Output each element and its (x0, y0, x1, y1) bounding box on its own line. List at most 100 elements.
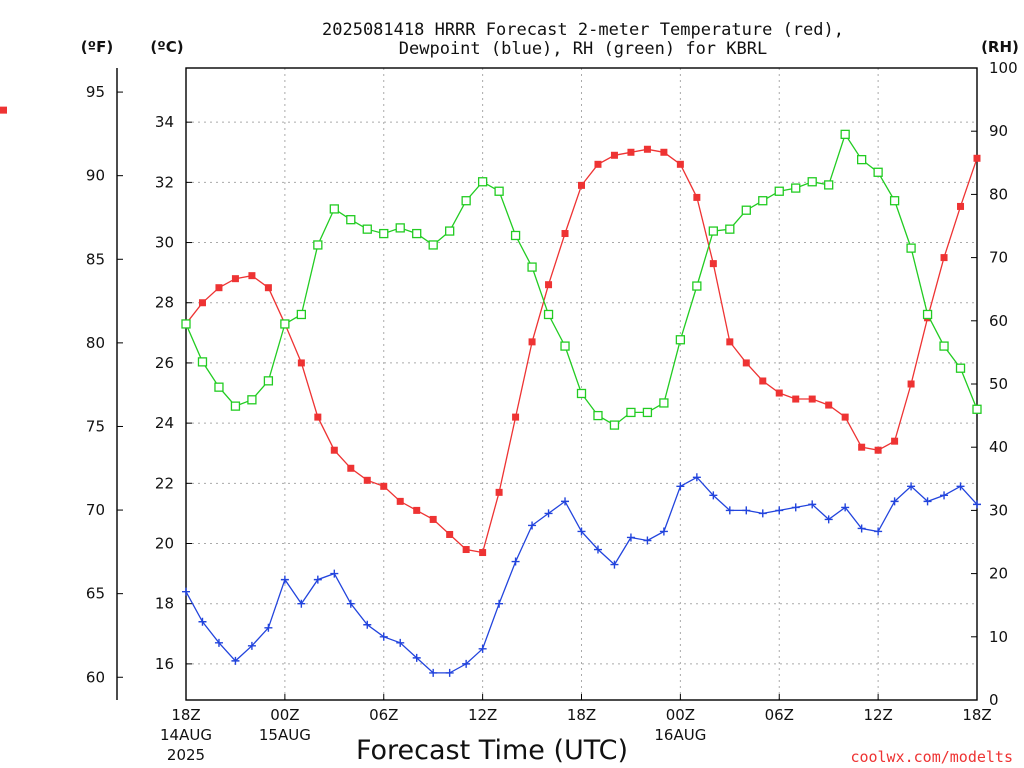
data-point (742, 359, 750, 367)
data-point (891, 437, 899, 445)
data-point (198, 299, 206, 307)
data-point (477, 177, 488, 187)
celsius-tick-label: 28 (155, 294, 174, 312)
data-point (412, 653, 421, 662)
data-point (708, 226, 718, 236)
data-point (857, 524, 866, 533)
fahrenheit-tick-label: 75 (86, 417, 105, 435)
data-point (330, 569, 339, 578)
data-point (659, 398, 669, 408)
data-point (297, 599, 306, 608)
data-point (840, 129, 850, 140)
chart-title-line2: Dewpoint (blue), RH (green) for KBRL (399, 39, 767, 59)
data-point (858, 443, 866, 451)
x-tick-label: 06Z (369, 706, 398, 724)
data-point (939, 341, 949, 351)
data-point (329, 204, 339, 214)
data-point (675, 335, 686, 345)
celsius-tick-label: 34 (155, 113, 174, 131)
rh-tick-label: 20 (989, 565, 1008, 583)
data-point (692, 281, 702, 291)
data-point (428, 240, 438, 250)
fahrenheit-tick-label: 85 (86, 250, 105, 268)
data-point (429, 515, 437, 523)
data-point (825, 401, 833, 409)
series-dewpoint (182, 473, 981, 677)
x-tick-label: 12Z (468, 706, 497, 724)
data-point (396, 497, 404, 505)
data-point (561, 497, 570, 506)
data-point (396, 638, 405, 647)
data-point (214, 382, 224, 392)
data-point (775, 506, 784, 515)
x-tick-date-label: 16AUG (654, 726, 706, 744)
data-point (889, 196, 900, 206)
data-point (610, 560, 619, 569)
data-point (660, 148, 668, 156)
data-point (955, 363, 966, 373)
data-point (346, 215, 356, 225)
data-point (494, 186, 504, 196)
data-point (709, 260, 717, 268)
data-point (462, 659, 471, 668)
data-point (759, 377, 767, 385)
data-point (314, 413, 322, 421)
data-point (626, 533, 635, 542)
data-point (527, 262, 537, 272)
data-point (412, 228, 422, 239)
x-tick-year-label: 2025 (167, 746, 205, 764)
data-point (560, 341, 570, 351)
data-point (264, 623, 273, 632)
data-point (856, 154, 867, 165)
data-series (0, 106, 982, 677)
data-point (495, 488, 503, 496)
data-point (676, 482, 685, 491)
data-point (956, 482, 965, 491)
credit-text: coolwx.com/modelts (850, 748, 1013, 766)
data-point (906, 243, 916, 253)
data-point (824, 515, 833, 524)
data-point (280, 575, 289, 584)
data-point (593, 410, 603, 421)
data-point (726, 338, 734, 346)
data-point (940, 491, 949, 500)
data-point (461, 196, 471, 206)
data-point (792, 395, 800, 403)
celsius-tick-label: 24 (155, 414, 174, 432)
data-point (346, 599, 355, 608)
data-point (545, 281, 553, 289)
data-point (528, 521, 537, 530)
fahrenheit-tick-label: 90 (86, 167, 105, 185)
x-tick-label: 18Z (171, 706, 200, 724)
celsius-tick-label: 30 (155, 234, 174, 252)
x-axis-label: Forecast Time (UTC) (356, 735, 628, 766)
data-point (363, 476, 371, 484)
data-point (973, 154, 981, 162)
rh-tick-label: 70 (989, 249, 1008, 267)
x-tick-label: 00Z (666, 706, 695, 724)
rh-unit-label: (RH) (981, 38, 1019, 56)
data-point (263, 376, 274, 386)
data-point (907, 380, 915, 388)
data-point (741, 205, 751, 215)
rh-tick-label: 10 (989, 628, 1008, 646)
x-tick-label: 12Z (863, 706, 892, 724)
data-point (0, 106, 7, 114)
fahrenheit-tick-label: 80 (86, 334, 105, 352)
data-point (264, 284, 272, 292)
data-point (510, 230, 521, 241)
data-point (511, 557, 520, 566)
data-point (297, 359, 305, 367)
data-point (642, 407, 653, 418)
data-point (643, 536, 652, 545)
data-point (512, 413, 520, 421)
data-point (528, 338, 536, 346)
fahrenheit-tick-label: 65 (86, 585, 105, 603)
data-point (215, 284, 223, 292)
data-point (775, 389, 783, 397)
data-point (247, 395, 257, 405)
fahrenheit-unit-label: (ºF) (81, 38, 113, 56)
data-point (693, 193, 701, 201)
data-point (197, 357, 208, 367)
fahrenheit-tick-label: 70 (86, 501, 105, 519)
